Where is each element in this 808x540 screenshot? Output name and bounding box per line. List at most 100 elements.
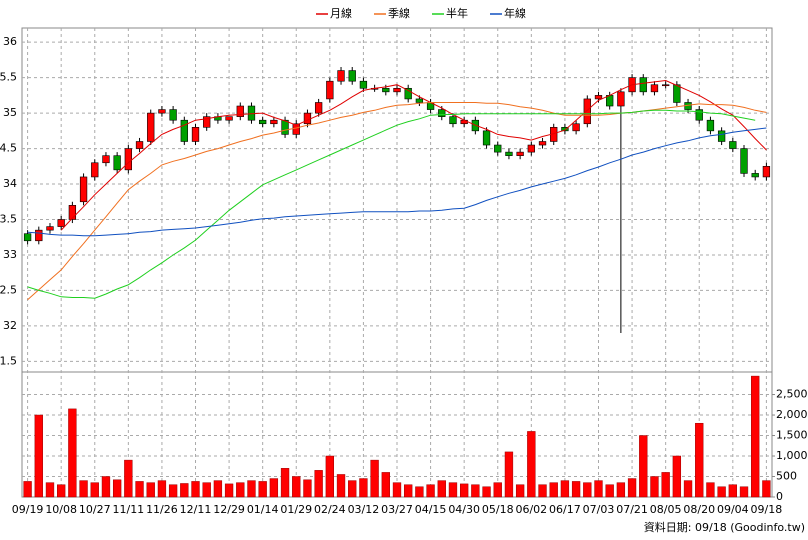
candle-body bbox=[505, 151, 513, 156]
y2-tick-label: 0 bbox=[776, 490, 783, 503]
volume-bar bbox=[448, 482, 458, 498]
x-tick-label: 03/27 bbox=[381, 503, 413, 516]
volume-bar bbox=[560, 480, 570, 498]
candle-body bbox=[270, 119, 278, 125]
volume-bar bbox=[213, 480, 223, 498]
candle-body bbox=[236, 105, 244, 117]
ma-line bbox=[27, 127, 767, 237]
candle-body bbox=[359, 80, 368, 89]
x-tick-label: 04/15 bbox=[415, 503, 447, 516]
candle-body bbox=[303, 112, 312, 125]
volume-bar bbox=[515, 484, 525, 498]
x-tick-label: 09/04 bbox=[717, 503, 749, 516]
volume-bar bbox=[583, 482, 592, 498]
y-tick-label: 35 bbox=[3, 106, 17, 119]
candle-body bbox=[751, 173, 759, 178]
candle-body bbox=[494, 144, 502, 153]
x-tick-label: 09/18 bbox=[751, 503, 783, 516]
candle-body bbox=[449, 116, 457, 125]
volume-bar bbox=[325, 455, 335, 498]
x-tick-label: 06/17 bbox=[549, 503, 581, 516]
ma-line bbox=[60, 79, 767, 231]
volume-bar bbox=[68, 408, 77, 498]
volume-bar bbox=[124, 459, 133, 498]
volume-bar bbox=[392, 482, 402, 498]
candle-body bbox=[180, 119, 188, 142]
y-tick-label: 33 bbox=[3, 248, 17, 261]
volume-bar bbox=[135, 481, 144, 498]
volume-bar bbox=[23, 481, 32, 498]
candle-body bbox=[79, 176, 88, 203]
candle-body bbox=[91, 162, 99, 178]
source-note: 資料日期: 09/18 (Goodinfo.tw) bbox=[644, 520, 805, 534]
candle-body bbox=[438, 109, 446, 117]
candle-body bbox=[203, 116, 211, 128]
candle-body bbox=[281, 119, 289, 135]
candle-body bbox=[527, 144, 535, 153]
volume-bar bbox=[79, 480, 88, 498]
y-tick-label: 1.5 bbox=[0, 354, 17, 367]
candle-body bbox=[572, 123, 580, 132]
y2-tick-label: 1,500 bbox=[776, 429, 808, 442]
y2-tick-label: 2,500 bbox=[776, 388, 808, 401]
volume-bar bbox=[336, 474, 346, 498]
volume-bar bbox=[504, 451, 514, 498]
x-tick-label: 07/21 bbox=[616, 503, 648, 516]
candle-body bbox=[740, 148, 748, 174]
volume-bar bbox=[146, 482, 155, 498]
legend-label: 月線 bbox=[330, 6, 352, 20]
volume-bar bbox=[180, 483, 189, 498]
x-tick-label: 02/24 bbox=[314, 503, 346, 516]
volume-bar bbox=[426, 484, 435, 498]
candle-body bbox=[706, 119, 715, 132]
candle-body bbox=[516, 151, 524, 156]
candle-body bbox=[729, 141, 737, 149]
y-tick-label: 4.5 bbox=[0, 142, 17, 155]
y-tick-label: 5.5 bbox=[0, 71, 17, 84]
ma-line bbox=[27, 109, 756, 299]
volume-bar bbox=[695, 422, 704, 498]
volume-bar bbox=[381, 472, 390, 498]
volume-bar bbox=[348, 480, 357, 498]
legend-label: 年線 bbox=[504, 6, 526, 20]
volume-bar bbox=[112, 479, 122, 498]
candle-body bbox=[326, 80, 334, 100]
volume-bar bbox=[751, 375, 760, 498]
volume-bar bbox=[247, 480, 256, 498]
volume-bar bbox=[706, 482, 715, 498]
candle-body bbox=[382, 87, 390, 93]
candle-body bbox=[717, 130, 726, 142]
candle-body bbox=[337, 70, 345, 82]
volume-bar bbox=[717, 486, 726, 498]
candle-body bbox=[415, 98, 424, 103]
candle-body bbox=[561, 126, 569, 132]
candle-body bbox=[762, 166, 771, 178]
candle-body bbox=[113, 155, 121, 171]
volume-bar bbox=[471, 484, 480, 498]
x-tick-label: 11/11 bbox=[112, 503, 144, 516]
volume-bar bbox=[639, 435, 648, 498]
candle-body bbox=[673, 84, 681, 103]
candle-body bbox=[102, 155, 110, 164]
candle-body bbox=[617, 91, 625, 107]
candle-body bbox=[404, 87, 412, 100]
x-tick-label: 01/14 bbox=[247, 503, 279, 516]
candle-body bbox=[695, 109, 703, 121]
candle-body bbox=[158, 109, 166, 114]
candle-body bbox=[482, 130, 491, 146]
volume-bar bbox=[683, 480, 693, 498]
x-tick-label: 10/08 bbox=[45, 503, 77, 516]
volume-bar bbox=[527, 431, 536, 498]
volume-bar bbox=[101, 476, 111, 498]
candle-body bbox=[650, 84, 659, 93]
x-tick-label: 10/27 bbox=[79, 503, 111, 516]
x-tick-label: 12/29 bbox=[213, 503, 245, 516]
volume-bar bbox=[191, 481, 200, 498]
candle-body bbox=[135, 141, 144, 149]
y-tick-label: 36 bbox=[3, 35, 17, 48]
volume-bar bbox=[224, 483, 234, 498]
volume-bar bbox=[168, 484, 178, 498]
candle-body bbox=[23, 233, 32, 242]
